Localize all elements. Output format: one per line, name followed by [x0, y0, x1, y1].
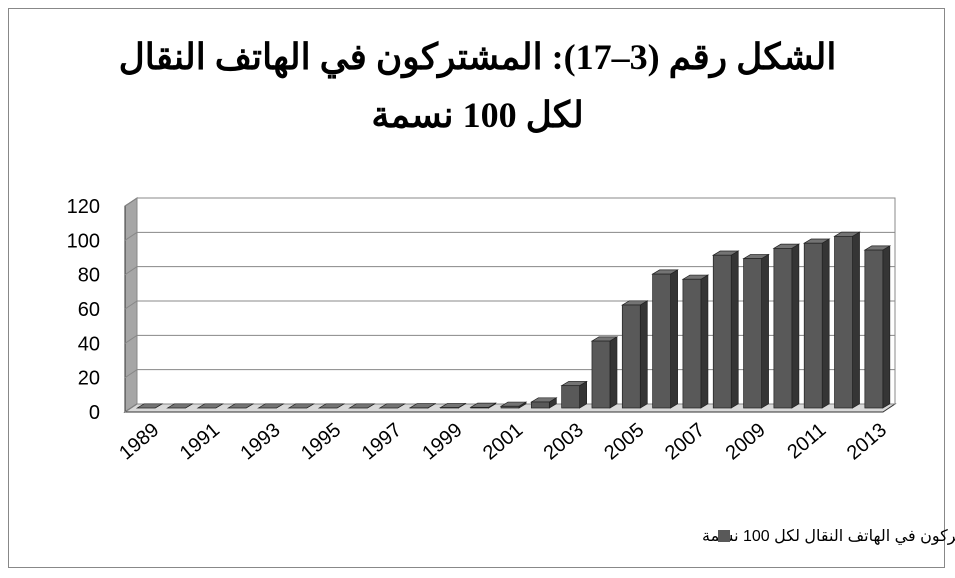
- bar-side: [670, 269, 678, 409]
- x-tick-label: 1991: [176, 419, 224, 464]
- bar: [226, 403, 255, 409]
- y-tick-label: 80: [78, 265, 100, 287]
- y-tick-label: 40: [78, 333, 100, 355]
- bar-front: [864, 249, 884, 409]
- bar: [742, 253, 770, 409]
- bar: [499, 401, 528, 409]
- legend-swatch: [718, 530, 730, 542]
- bar-front: [712, 254, 732, 409]
- bar-front: [743, 258, 762, 409]
- bar-front: [500, 405, 520, 409]
- bar-top: [135, 403, 164, 409]
- bar-top: [257, 403, 285, 409]
- bar-side: [761, 253, 769, 409]
- bar-top: [348, 403, 376, 409]
- grid-line: [124, 266, 895, 276]
- bar: [863, 245, 892, 409]
- legend-label: المشتركون في الهاتف النقال لكل 100 نسمة: [702, 528, 955, 546]
- bar-front: [561, 385, 580, 409]
- grid-line: [124, 197, 895, 207]
- bar-top: [378, 403, 406, 409]
- bar-front: [803, 242, 823, 409]
- bar-side: [609, 336, 618, 409]
- y-tick-label: 20: [78, 368, 100, 390]
- y-tick-label: 60: [78, 299, 100, 321]
- bar: [135, 403, 164, 409]
- bar: [651, 269, 679, 409]
- bar-side: [791, 243, 800, 409]
- x-tick-label: 2005: [600, 419, 648, 464]
- x-tick-label: 1995: [297, 419, 345, 464]
- bar-top: [196, 403, 225, 409]
- bar-front: [621, 304, 641, 409]
- chart-title: الشكل رقم (3–17): المشتركون في الهاتف ال…: [118, 37, 837, 135]
- bar-top: [317, 403, 346, 409]
- bar-front: [834, 235, 853, 409]
- bar: [469, 402, 497, 409]
- bar: [833, 231, 861, 409]
- chart-frame: [8, 8, 945, 568]
- bar-front: [530, 401, 550, 409]
- x-tick-label: 2013: [843, 419, 891, 464]
- bar-side: [639, 300, 648, 409]
- bar-front: [682, 278, 702, 409]
- x-tick-label: 2003: [540, 419, 588, 464]
- bar: [439, 402, 467, 409]
- x-tick-label: 1997: [358, 419, 406, 464]
- x-tick-label: 2011: [783, 419, 830, 464]
- bar-front: [470, 406, 490, 409]
- bar: [711, 250, 740, 409]
- bar: [317, 403, 346, 409]
- y-tick-label: 0: [89, 402, 100, 424]
- bar-side: [700, 274, 709, 409]
- bar: [621, 300, 649, 409]
- y-tick-label: 100: [67, 230, 100, 252]
- x-tick-label: 2001: [479, 419, 527, 464]
- bar: [196, 403, 225, 409]
- bar-top: [166, 403, 194, 409]
- bar: [287, 403, 316, 409]
- y-tick-label: 120: [67, 196, 100, 218]
- x-tick-label: 1989: [115, 419, 163, 464]
- bar-top: [226, 403, 255, 409]
- grid-line: [124, 231, 895, 241]
- bar-front: [591, 340, 611, 409]
- bar: [560, 380, 588, 409]
- bar: [772, 243, 801, 409]
- bar-side: [821, 238, 830, 409]
- bar-side: [852, 231, 860, 409]
- bar: [681, 274, 710, 409]
- bar-side: [730, 250, 739, 409]
- x-tick-label: 1999: [418, 419, 466, 464]
- bar-top: [287, 403, 316, 409]
- bar-front: [773, 248, 793, 409]
- bar: [166, 403, 194, 409]
- bar: [802, 238, 831, 409]
- bar-side: [882, 245, 891, 409]
- bar-front: [652, 273, 671, 409]
- x-tick-label: 1993: [236, 419, 284, 464]
- x-tick-label: 2007: [661, 419, 709, 464]
- bar: [348, 403, 376, 409]
- bar: [408, 403, 437, 409]
- bar: [257, 403, 285, 409]
- bar: [530, 397, 558, 409]
- bar: [378, 403, 406, 409]
- bar: [590, 336, 619, 409]
- x-tick-label: 2009: [722, 419, 770, 464]
